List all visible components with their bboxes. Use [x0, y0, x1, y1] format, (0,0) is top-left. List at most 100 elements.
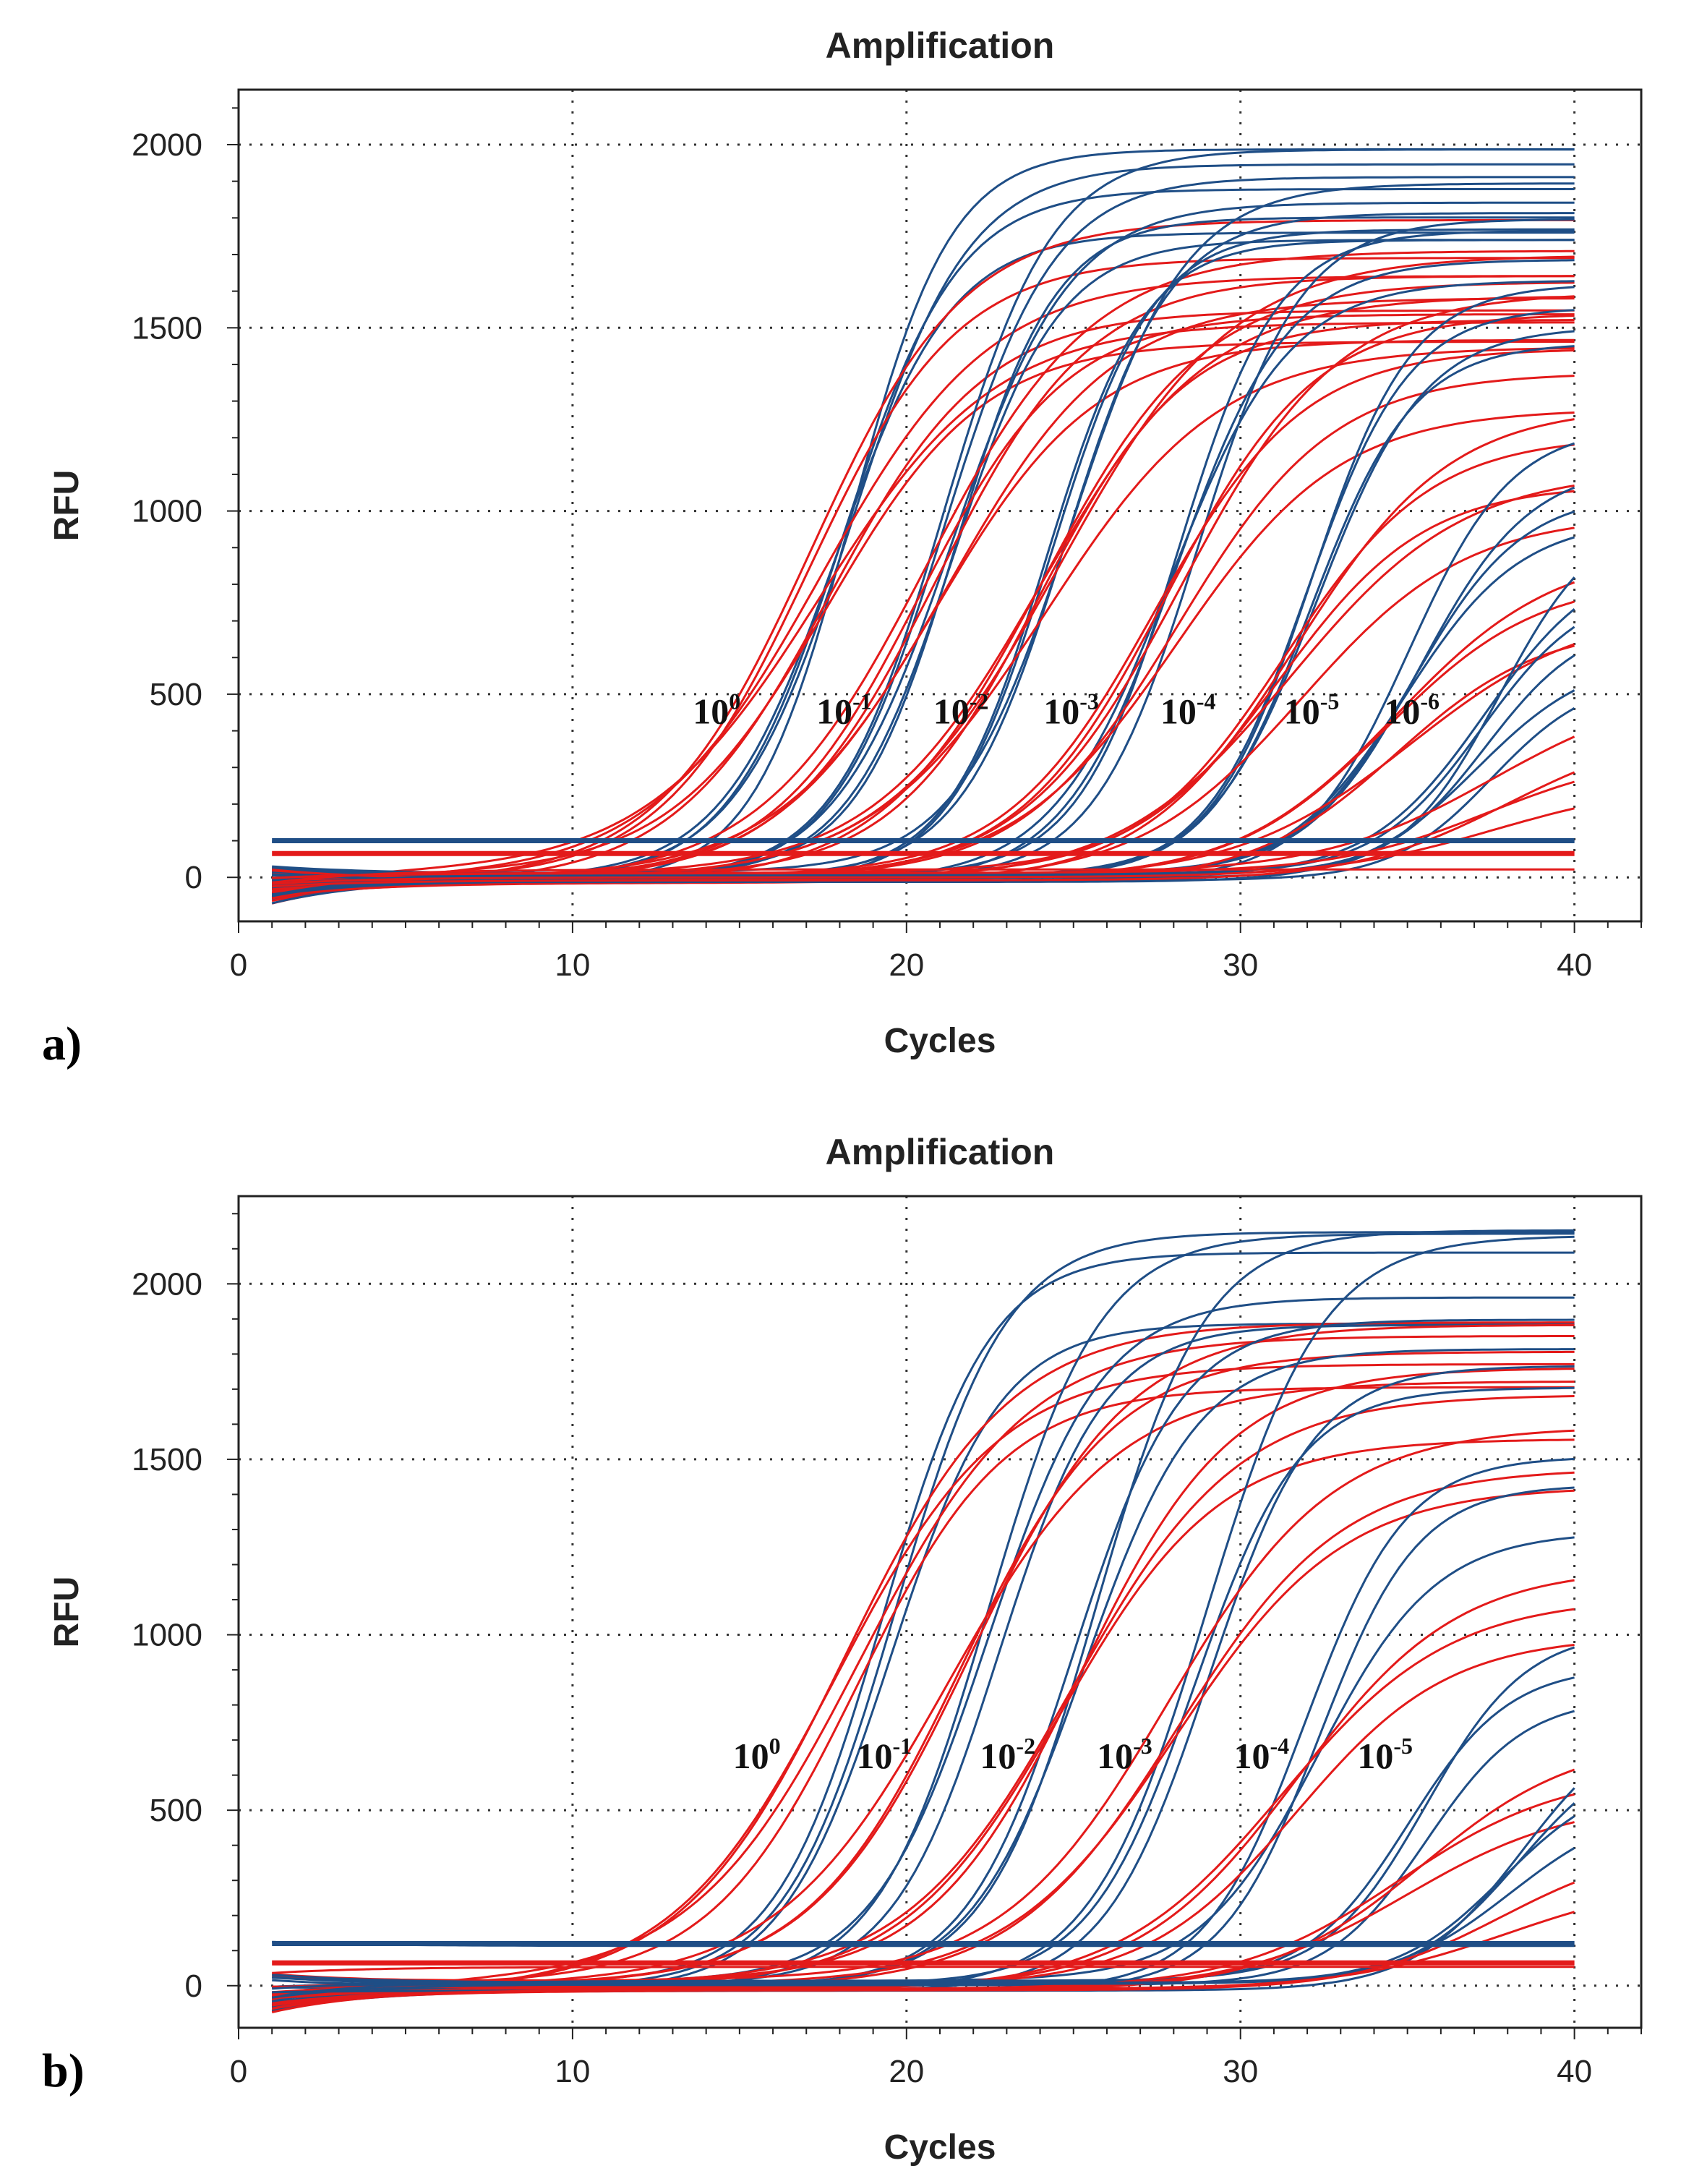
amplification-curve	[272, 442, 1575, 882]
amplification-curve	[272, 1251, 1575, 1988]
dilution-exponent: -1	[893, 1733, 912, 1759]
dilution-exponent: -5	[1320, 688, 1340, 714]
amplification-curve	[271, 1335, 1575, 2007]
amplification-curve	[272, 188, 1575, 881]
series-blue-10-1	[271, 148, 1575, 901]
x-tick-label: 10	[555, 2054, 590, 2089]
amplification-curve	[272, 338, 1575, 882]
x-tick-label: 40	[1557, 947, 1592, 983]
series-red-baseline	[272, 1966, 1575, 1974]
y-tick-label: 500	[150, 1793, 202, 1828]
y-tick-label: 500	[150, 677, 202, 712]
amplification-curve	[271, 1457, 1575, 2008]
amplification-curve	[271, 1911, 1575, 2013]
dilution-exponent: 0	[729, 688, 740, 714]
curves	[271, 148, 1575, 905]
dilution-base: 10	[1160, 691, 1197, 731]
dilution-base: 10	[816, 691, 852, 731]
series-blue-10-1	[271, 1232, 1575, 2004]
curves	[271, 1229, 1575, 2013]
y-axis-label: RFU	[48, 470, 86, 542]
dilution-exponent: -4	[1270, 1733, 1289, 1759]
amplification-curve	[272, 1348, 1575, 1989]
amplification-curve	[272, 201, 1575, 882]
series-red-10-0	[271, 218, 1575, 902]
amplification-curve	[271, 1232, 1575, 2004]
series-red-10-4	[271, 418, 1575, 900]
series-blue-10-2	[271, 1229, 1575, 2008]
series-blue-10-3	[271, 218, 1575, 899]
series-red-baseline	[272, 868, 1575, 884]
amplification-curve	[272, 249, 1575, 895]
dilution-label: 10-3	[1097, 1733, 1152, 1776]
dilution-exponent: -5	[1393, 1733, 1413, 1759]
dilution-label: 10-4	[1160, 688, 1216, 731]
amplification-curve	[271, 275, 1575, 890]
amplification-curve	[271, 176, 1575, 901]
x-axis-label: Cycles	[884, 2128, 996, 2167]
amplification-curve	[272, 1322, 1575, 1999]
series-red-late	[271, 1881, 1575, 2013]
y-tick-label: 0	[185, 860, 202, 895]
panel-label: b)	[42, 2044, 85, 2097]
series-red-10-0	[271, 1321, 1575, 2013]
dilution-label: 100	[693, 688, 740, 731]
dilution-label: 10-3	[1043, 688, 1099, 731]
dilution-exponent: -4	[1197, 688, 1216, 714]
x-tick-label: 20	[889, 947, 924, 983]
y-tick-label: 2000	[132, 1266, 202, 1302]
x-tick-label: 30	[1223, 2054, 1258, 2089]
dilution-base: 10	[933, 691, 970, 731]
series-blue-10-4	[271, 1457, 1575, 2012]
amplification-curve	[272, 807, 1575, 885]
amplification-curve	[271, 418, 1575, 898]
dilution-label: 10-5	[1357, 1733, 1413, 1776]
dilution-label: 10-1	[816, 688, 872, 731]
dilution-base: 10	[693, 691, 729, 731]
amplification-curve	[272, 212, 1575, 877]
plot-frame	[237, 1195, 1643, 2029]
dilution-base: 10	[1284, 691, 1320, 731]
dilution-exponent: -1	[852, 688, 872, 714]
dilution-label: 10-2	[933, 688, 989, 731]
dilution-exponent: -6	[1420, 688, 1440, 714]
amplification-curve	[272, 1318, 1575, 1987]
amplification-curve	[272, 163, 1575, 887]
amplification-curve	[272, 1429, 1575, 1982]
y-tick-label: 1000	[132, 1618, 202, 1653]
dilution-base: 10	[1097, 1736, 1133, 1776]
dilution-label: 10-2	[980, 1733, 1035, 1776]
dilution-base: 10	[1233, 1736, 1270, 1776]
x-tick-label: 20	[889, 2054, 924, 2089]
y-tick-label: 2000	[132, 127, 202, 163]
amplification-curve	[272, 1365, 1575, 2004]
y-tick-label: 0	[185, 1968, 202, 2004]
dilution-exponent: 0	[769, 1733, 781, 1759]
series-blue-10-0	[271, 1231, 1575, 2008]
chart-title: Amplification	[826, 1132, 1055, 1172]
dilution-exponent: -3	[1079, 688, 1099, 714]
dilution-label: 10-6	[1384, 688, 1440, 731]
panel-label: a)	[42, 1018, 82, 1070]
x-tick-label: 0	[230, 947, 247, 983]
amplification-curve	[272, 321, 1575, 884]
amplification-curve	[271, 341, 1575, 890]
dilution-base: 10	[1043, 691, 1079, 731]
dilution-label: 10-5	[1284, 688, 1340, 731]
amplification-curve	[272, 1815, 1575, 1984]
plot-frame	[237, 88, 1643, 923]
dilution-base: 10	[733, 1736, 769, 1776]
chart-title: Amplification	[826, 25, 1055, 66]
amplification-curve	[271, 1321, 1575, 2013]
dilution-label: 100	[733, 1733, 781, 1776]
series-red-10-1	[272, 249, 1575, 895]
dilution-base: 10	[980, 1736, 1016, 1776]
y-axis-label: RFU	[48, 1577, 86, 1648]
amplification-curve	[271, 218, 1575, 895]
amplification-curve	[272, 1847, 1575, 1999]
amplification-curve	[271, 1229, 1575, 2008]
amplification-curve	[272, 1966, 1575, 1974]
amplification-curve	[271, 296, 1575, 898]
